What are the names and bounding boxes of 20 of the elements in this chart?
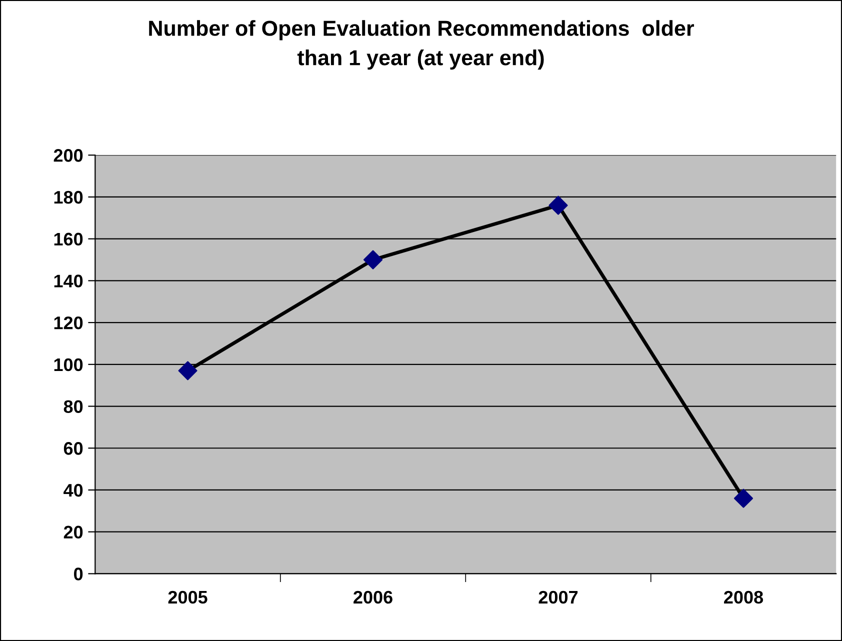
y-tick-label: 180 (54, 190, 83, 204)
chart-title: Number of Open Evaluation Recommendations older than 1 year (at year end) (149, 20, 694, 70)
point (363, 250, 383, 270)
y-tick-label: 40 (64, 484, 83, 497)
y-tick-label: 20 (64, 526, 83, 539)
y-tick-label: 0 (74, 568, 83, 580)
x-tick-label: 2008 (724, 590, 764, 604)
y-tick-label: 100 (54, 358, 83, 372)
x-tick-label: 2007 (538, 590, 578, 604)
point (548, 196, 568, 215)
point (734, 488, 754, 508)
y-tick-label: 140 (54, 274, 83, 288)
y-tick-label: 120 (54, 316, 83, 330)
y-tick-label: 160 (54, 232, 83, 246)
y-tick-label: 60 (64, 442, 83, 455)
y-tick-label: 80 (64, 400, 83, 413)
point (178, 361, 198, 380)
x-tick-label: 2006 (354, 590, 392, 604)
y-tick-label: 200 (54, 149, 83, 162)
x-tick-label: 2005 (168, 590, 208, 604)
